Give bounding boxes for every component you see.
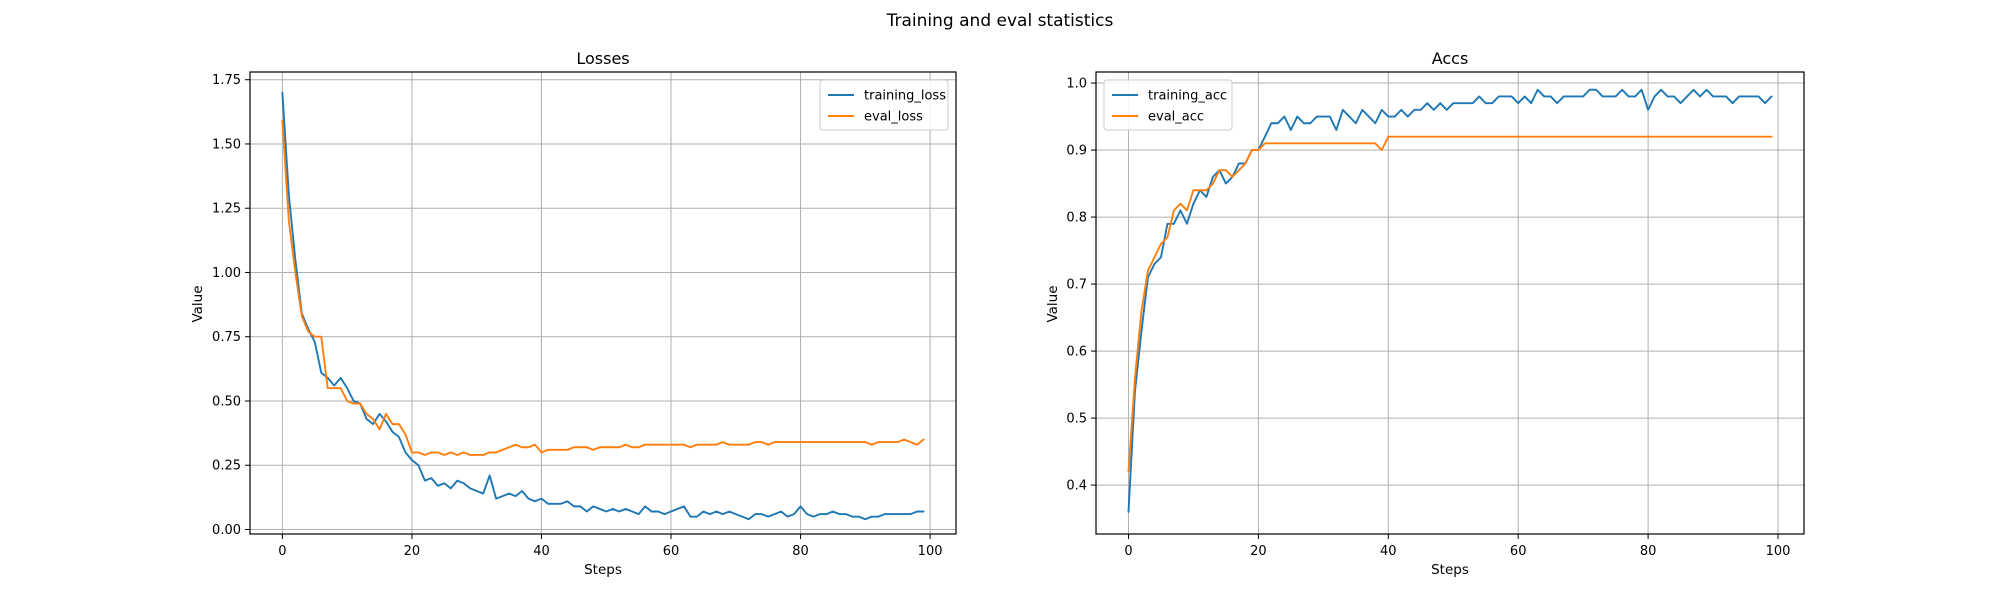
losses-plot-frame	[249, 71, 957, 535]
accs-xtick-label-3: 60	[1510, 544, 1527, 559]
losses-ytick-label-5: 1.25	[212, 202, 241, 217]
losses-chart-title: Losses	[576, 49, 629, 68]
accs-ytick-label-3: 0.7	[1066, 278, 1087, 293]
accs-xtick-label-0: 0	[1124, 544, 1132, 559]
losses-ytick-label-1: 0.25	[212, 459, 241, 474]
losses-xtick-label-5: 100	[918, 544, 943, 559]
losses-legend-label-training_loss: training_loss	[864, 89, 946, 104]
losses-xtick-label-1: 20	[404, 544, 421, 559]
accs-chart-ylabel: Value	[1045, 285, 1061, 322]
losses-ytick-label-7: 1.75	[212, 73, 241, 88]
losses-xtick-label-2: 40	[533, 544, 550, 559]
losses-xtick-label-4: 80	[792, 544, 809, 559]
losses-xtick-label-3: 60	[663, 544, 680, 559]
figure-suptitle: Training and eval statistics	[886, 11, 1114, 31]
accs-legend-label-training_acc: training_acc	[1148, 89, 1227, 104]
accs-ytick-label-1: 0.5	[1066, 412, 1087, 427]
accs-legend-label-eval_acc: eval_acc	[1148, 110, 1204, 125]
accs-ytick-label-4: 0.8	[1066, 211, 1087, 226]
accs-series-eval_acc	[1127, 135, 1773, 473]
accs-chart: Accs Steps Value 0 20 40 60 80 100 0.4 0.5 0.6 0.…	[1045, 49, 1805, 578]
accs-ytick-label-2: 0.6	[1066, 345, 1087, 360]
accs-legend	[1103, 79, 1233, 131]
losses-ytick-label-0: 0.00	[212, 523, 241, 538]
losses-ytick-label-2: 0.50	[212, 394, 241, 409]
losses-ytick-label-3: 0.75	[212, 330, 241, 345]
accs-plot-frame	[1095, 71, 1805, 535]
losses-chart-ylabel: Value	[190, 285, 206, 322]
losses-series-training_loss	[281, 91, 925, 521]
accs-chart-xlabel: Steps	[1431, 562, 1469, 578]
accs-xtick-label-1: 20	[1250, 544, 1267, 559]
accs-chart-title: Accs	[1432, 49, 1469, 68]
accs-ytick-label-5: 0.9	[1066, 144, 1087, 159]
accs-series-training_acc	[1127, 88, 1773, 513]
losses-xtick-label-0: 0	[278, 544, 286, 559]
accs-xtick-label-4: 80	[1640, 544, 1657, 559]
losses-ytick-label-4: 1.00	[212, 266, 241, 281]
accs-xtick-label-5: 100	[1766, 544, 1791, 559]
losses-chart: Losses Steps Value 0 20 40 60 80 100 0.00 0.25 0…	[190, 49, 957, 578]
losses-legend	[819, 79, 949, 131]
losses-series-eval_loss	[281, 119, 925, 456]
accs-ytick-label-6: 1.0	[1066, 77, 1087, 92]
losses-ytick-label-6: 1.50	[212, 137, 241, 152]
accs-xtick-label-2: 40	[1380, 544, 1397, 559]
losses-chart-xlabel: Steps	[584, 562, 622, 578]
accs-ytick-label-0: 0.4	[1066, 479, 1087, 494]
losses-legend-label-eval_loss: eval_loss	[864, 110, 923, 125]
